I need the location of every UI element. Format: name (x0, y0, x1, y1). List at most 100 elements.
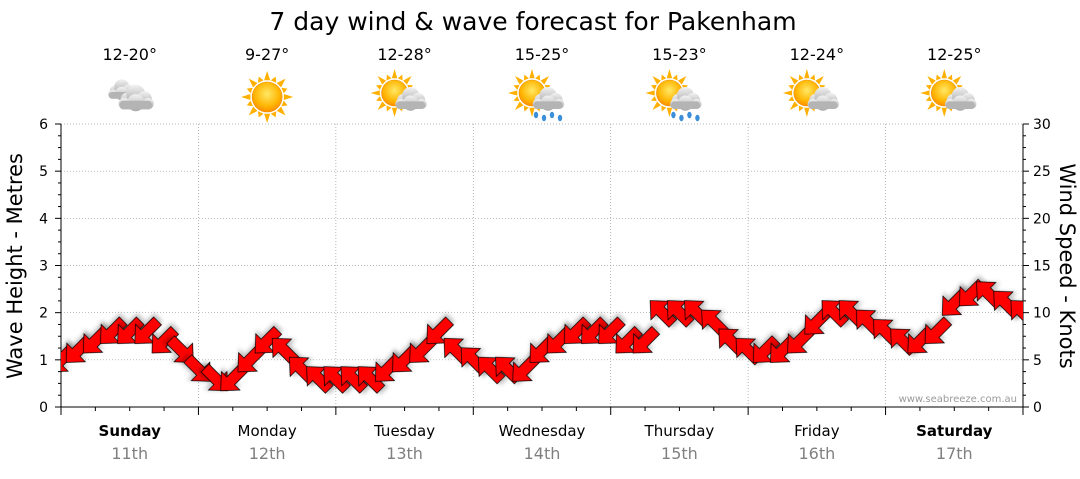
day-column: 15-25° Wednesday 14th (499, 45, 586, 463)
sun-ray (508, 90, 518, 96)
cloud-base (670, 101, 700, 110)
sun-ray (523, 105, 529, 112)
sun-ray (377, 101, 387, 110)
sun-ray (925, 96, 932, 102)
sun-ray (788, 96, 795, 102)
cloud (807, 86, 840, 111)
sun-ray (264, 113, 271, 123)
rain-drop (687, 111, 692, 119)
sun-ray (798, 105, 804, 112)
day-name: Sunday (99, 422, 162, 440)
y-left-tick-label: 3 (39, 259, 48, 275)
partly-cloudy-showers-icon (645, 69, 702, 122)
rain-drop (679, 114, 684, 122)
sun-ray (264, 71, 271, 81)
cloud-base (945, 101, 975, 110)
rain-drops (533, 111, 563, 122)
sun-ray (515, 76, 524, 85)
cloudy-icon (108, 79, 154, 112)
sun-ray (652, 76, 661, 85)
sun-ray (391, 69, 398, 79)
day-column: 12-20° Sunday 11th (99, 45, 162, 463)
y-left-tick-label: 2 (39, 306, 48, 322)
temperature-range: 12-28° (377, 45, 432, 64)
day-date: 13th (386, 444, 423, 463)
day-column: 9-27° Monday 12th (238, 45, 297, 463)
day-date: 15th (661, 444, 698, 463)
sun-ray (281, 87, 288, 94)
day-column: 12-28° Tuesday 13th (370, 45, 435, 463)
rain-drop (533, 111, 539, 119)
sun-ray (529, 107, 535, 117)
sun-ray (804, 107, 810, 117)
day-name: Friday (794, 422, 840, 440)
day-name: Monday (238, 422, 297, 440)
cloud (944, 86, 977, 111)
partly-cloudy-showers-icon (508, 69, 565, 122)
sun-ray (248, 78, 258, 88)
watermark: www.seabreeze.com.au (899, 394, 1017, 405)
day-date: 12th (249, 444, 286, 463)
temperature-range: 12-20° (102, 45, 157, 64)
axes: 0 1 2 3 4 5 6 0 5 10 15 20 25 30 (39, 117, 1051, 416)
y-right-tick-label: 20 (1033, 211, 1051, 227)
sun-ray (370, 90, 380, 96)
day-name: Thursday (644, 422, 715, 440)
sun-ray (927, 76, 936, 85)
day-date: 17th (936, 444, 973, 463)
sun-ray (376, 96, 382, 102)
sun-ray (815, 76, 824, 85)
y-right-tick-label: 30 (1033, 117, 1051, 133)
sun-ray (535, 74, 541, 81)
sun-ray (513, 84, 520, 90)
rain-drop (541, 114, 547, 122)
sun-ray (789, 76, 799, 85)
sun-ray (661, 105, 667, 112)
sun-ray (246, 87, 253, 94)
rain-drop (549, 111, 555, 119)
y-left-tick-label: 6 (39, 117, 48, 133)
day-columns: 12-20° Sunday 11th 9-27° Monday 12th 12-28° Tue… (99, 45, 993, 463)
y-axis-left-label: Wave Height - Metres (3, 153, 27, 379)
sun-ray (941, 69, 947, 79)
sun-ray (270, 76, 277, 83)
y-left-tick-label: 1 (39, 353, 48, 369)
sun-ray (376, 84, 382, 90)
rain-drops (671, 111, 700, 122)
sun-ray (241, 93, 251, 101)
sun-ray (281, 100, 288, 107)
wind-arrow (924, 316, 953, 344)
wind-arrow (632, 325, 661, 354)
day-date: 11th (111, 444, 148, 463)
sun-ray (529, 69, 535, 79)
sun-ray (386, 105, 392, 112)
partly-cloudy-icon (370, 69, 427, 117)
y-right-tick-label: 25 (1033, 164, 1051, 180)
rain-drop (695, 114, 700, 122)
cloud-base (396, 101, 426, 110)
temperature-range: 12-24° (790, 45, 845, 64)
cloud (395, 86, 427, 111)
sun-ray (927, 101, 936, 110)
sun-ray (377, 76, 387, 85)
sun-ray (672, 74, 678, 81)
sun-ray (677, 76, 687, 85)
temperature-range: 15-23° (652, 45, 707, 64)
grid (61, 123, 1023, 407)
sun-ray (936, 74, 942, 81)
wind-arrows (61, 278, 1023, 394)
y-right-tick-label: 15 (1033, 259, 1051, 275)
rain-drop (557, 114, 563, 122)
cloud (670, 86, 702, 111)
sun-ray (947, 74, 953, 81)
sun-ray (666, 107, 673, 117)
sun-ray (810, 74, 815, 81)
partly-cloudy-icon (920, 69, 977, 117)
sun-ray (789, 101, 799, 110)
wind-arrow (166, 335, 194, 363)
cloud (118, 84, 154, 112)
y-right-tick-label: 10 (1033, 306, 1051, 322)
y-left-tick-label: 5 (39, 164, 48, 180)
sun-ray (661, 74, 667, 81)
